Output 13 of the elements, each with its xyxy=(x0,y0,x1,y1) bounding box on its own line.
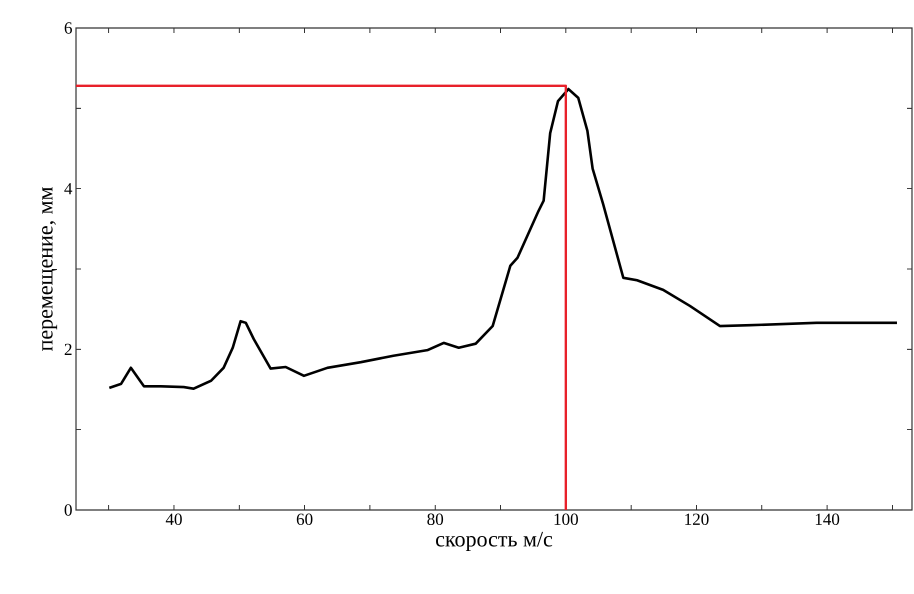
x-tick-label: 80 xyxy=(427,514,444,525)
y-tick-label: 6 xyxy=(64,22,72,34)
line-series xyxy=(108,88,898,390)
x-tick-label: 40 xyxy=(166,514,182,525)
x-tick-label: 100 xyxy=(554,514,578,525)
x-tick-label: 120 xyxy=(685,514,709,525)
x-tick-label: 140 xyxy=(816,514,840,525)
y-axis-title: перемещение, мм xyxy=(42,187,58,352)
y-tick-label: 2 xyxy=(64,344,72,355)
x-axis-title: скорость м/с xyxy=(436,532,552,552)
x-tick-label: 60 xyxy=(296,514,312,525)
y-tick-label: 4 xyxy=(64,183,72,194)
y-tick-label: 0 xyxy=(64,504,72,516)
